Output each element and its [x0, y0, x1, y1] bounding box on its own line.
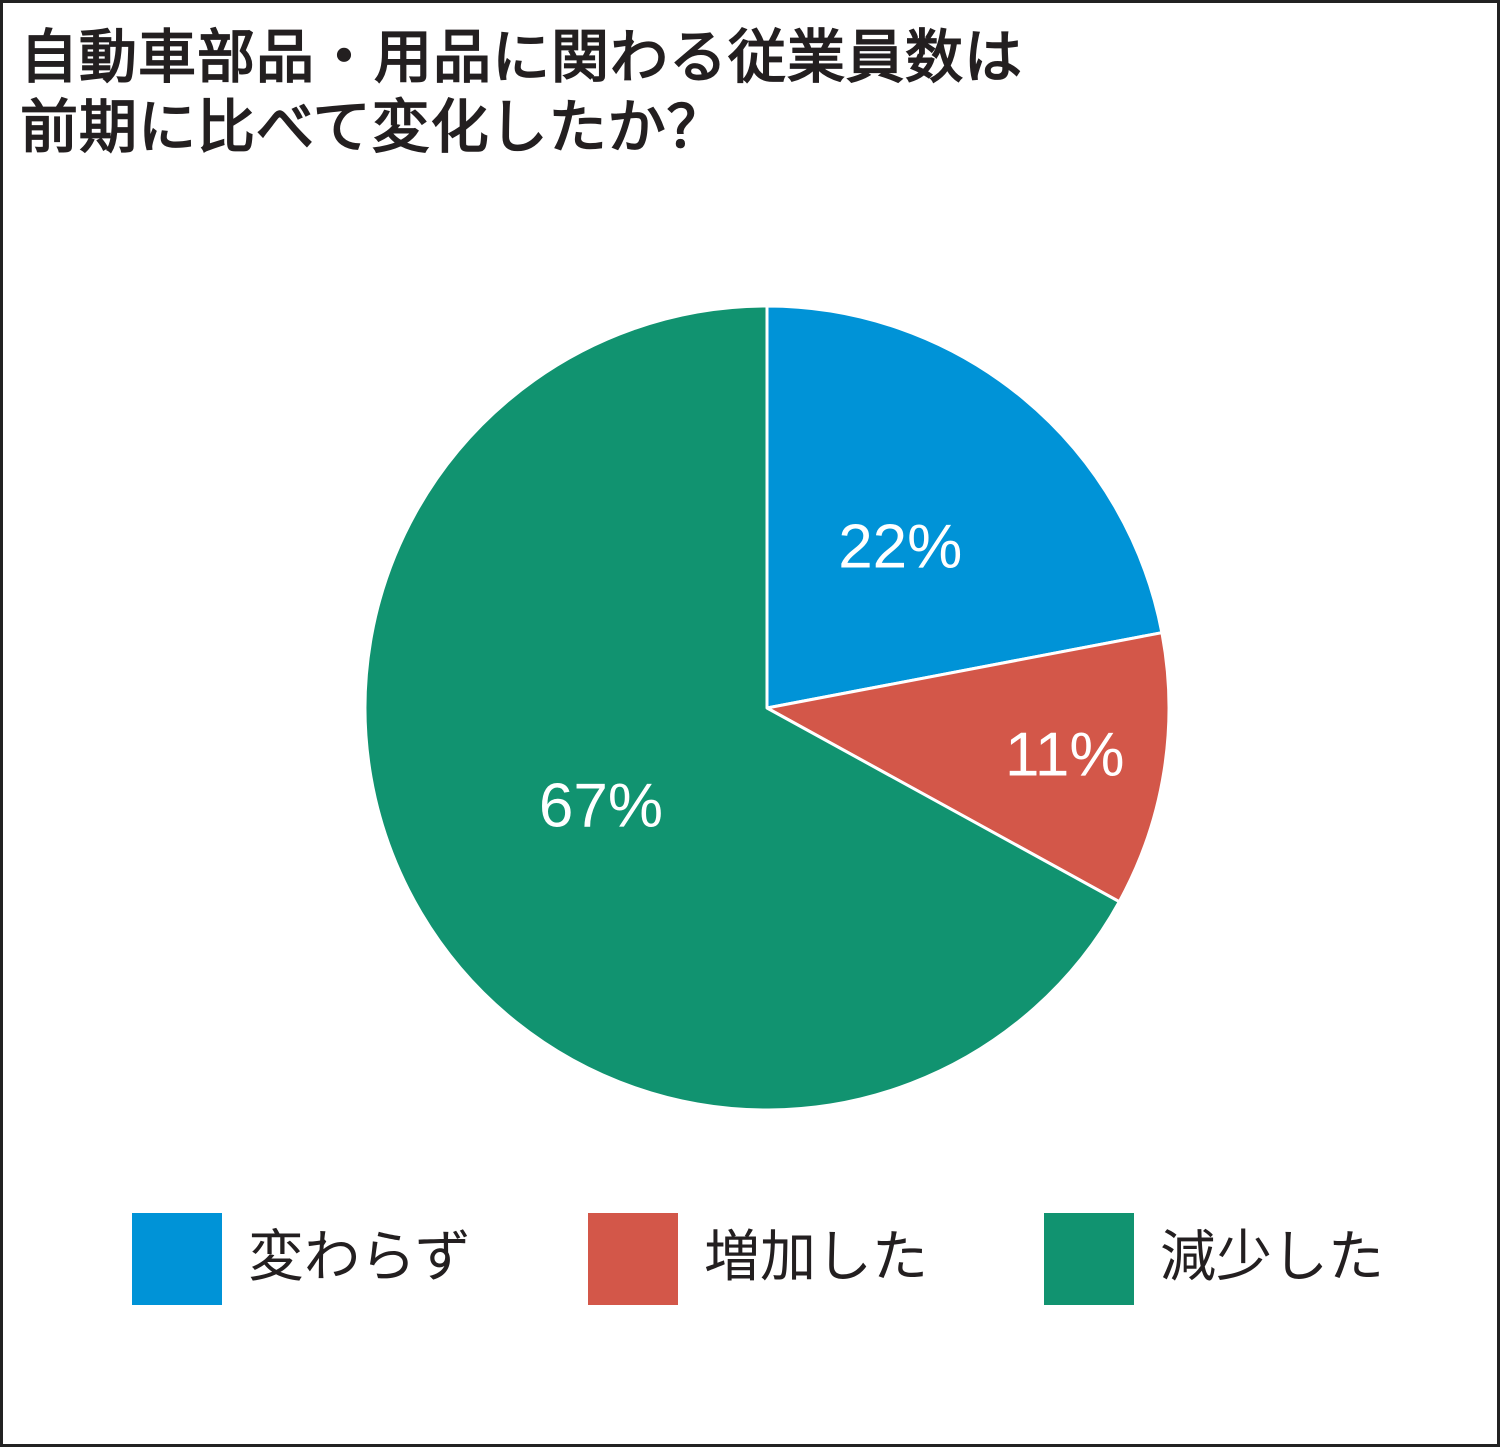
- chart-title-line-1: 自動車部品・用品に関わる従業員数は: [20, 23, 1024, 91]
- legend-label-genshou: 減少した: [1160, 1225, 1384, 1290]
- pie-label-kawarazu: 22%: [838, 512, 962, 581]
- pie-label-genshou: 67%: [539, 772, 663, 841]
- pie-slice-kawarazu: [765, 304, 1164, 710]
- legend-swatch-zouka: [588, 1213, 678, 1305]
- legend: 変わらず 増加した 減少した: [0, 1213, 1500, 1305]
- legend-label-kawarazu: 変わらず: [248, 1225, 471, 1290]
- pie-slice-genshou: [363, 304, 1121, 1112]
- legend-swatch-genshou: [1044, 1213, 1134, 1305]
- legend-label-zouka: 増加した: [704, 1225, 928, 1290]
- pie-label-zouka: 11%: [1005, 721, 1125, 790]
- chart-title: 自動車部品・用品に関わる従業員数は 前期に比べて変化したか？: [20, 22, 1023, 162]
- pie-slice-zouka: [765, 631, 1171, 904]
- chart-title-line-2: 前期に比べて変化したか？: [20, 93, 726, 161]
- legend-swatch-kawarazu: [132, 1213, 222, 1305]
